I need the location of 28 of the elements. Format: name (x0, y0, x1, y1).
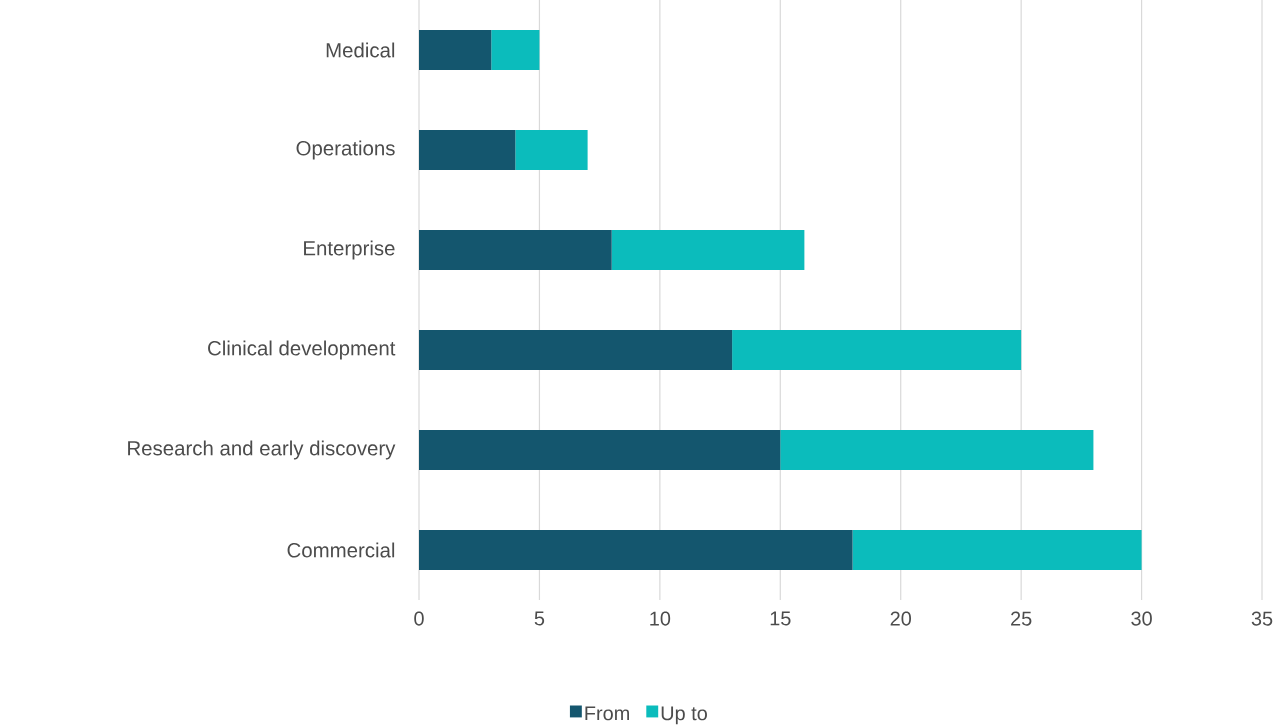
bar (419, 530, 853, 571)
bar (419, 330, 733, 371)
bar (852, 530, 1142, 571)
x-tick-label: 30 (1131, 611, 1152, 626)
bar (732, 330, 1022, 371)
x-tick-label: 25 (1011, 611, 1032, 626)
y-tick-label: Enterprise (304, 240, 395, 260)
x-tick-label: 35 (1251, 611, 1273, 626)
legend-label: From (585, 706, 629, 721)
x-tick-label: 10 (650, 611, 671, 626)
y-tick-label: Operations (296, 140, 395, 160)
bar (419, 430, 781, 471)
bar (515, 130, 588, 171)
bar (491, 30, 540, 71)
y-tick-label: Clinical development (208, 340, 396, 360)
x-tick-label: 15 (770, 611, 791, 626)
bar (419, 30, 492, 71)
y-tick-label: Commercial (287, 542, 395, 558)
bar (419, 230, 612, 271)
bar (419, 130, 516, 171)
x-tick-label: 5 (534, 611, 545, 626)
bar (780, 430, 1094, 471)
y-tick-label: Research and early discovery (128, 440, 396, 460)
x-tick-label: 20 (890, 611, 912, 626)
x-tick-label: 0 (414, 611, 424, 626)
legend-label: Up to (661, 706, 707, 725)
y-tick-label: Medical (326, 42, 395, 58)
bar (611, 230, 805, 271)
